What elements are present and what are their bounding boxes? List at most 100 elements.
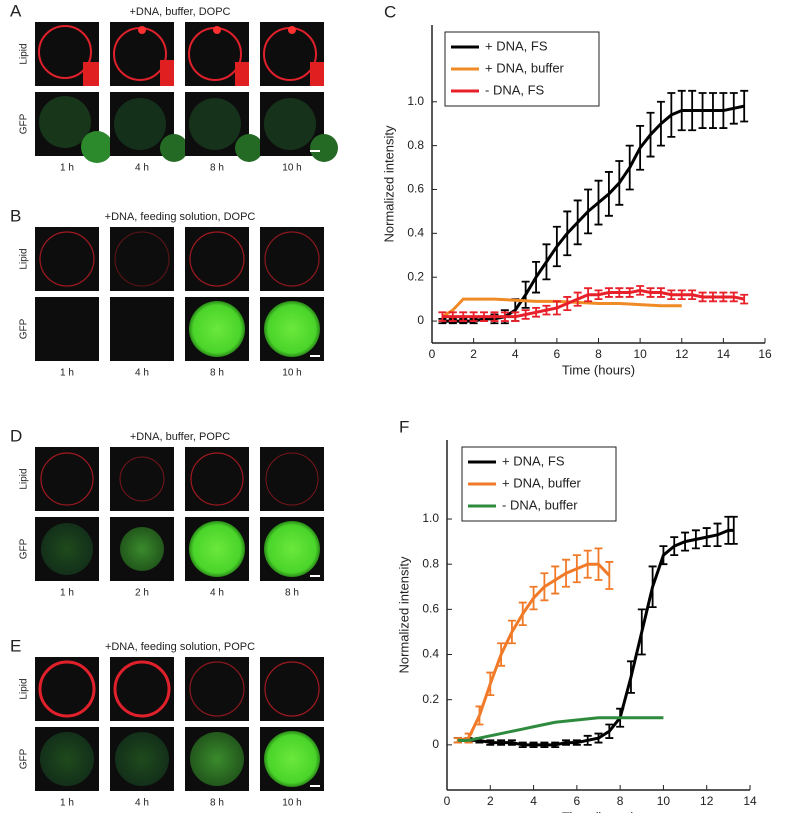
error-bar	[518, 601, 527, 627]
x-tick-label: 4	[530, 794, 537, 808]
time-label: 4 h	[135, 368, 149, 379]
error-bar	[529, 741, 538, 748]
micrograph	[35, 92, 113, 163]
row-label: Lipid	[19, 678, 30, 699]
micrograph	[35, 517, 99, 581]
error-bar	[583, 549, 592, 579]
error-bar	[594, 732, 603, 744]
micrograph	[35, 22, 99, 86]
panel-title: +DNA, feeding solution, DOPC	[105, 211, 256, 223]
micrograph	[110, 92, 188, 162]
micrograph	[260, 727, 324, 791]
error-bar	[459, 311, 468, 322]
error-bar	[659, 545, 668, 566]
time-label: 8 h	[210, 368, 224, 379]
error-bar	[540, 741, 549, 748]
error-bar	[702, 527, 711, 548]
error-bar	[480, 311, 489, 322]
error-bar	[453, 737, 462, 744]
micrograph	[260, 447, 324, 511]
micrograph	[185, 22, 249, 86]
x-tick-label: 10	[633, 347, 647, 361]
error-bar	[507, 619, 516, 645]
error-bar	[563, 210, 572, 257]
micrograph	[185, 227, 249, 291]
error-bar	[691, 529, 700, 550]
error-bar	[573, 199, 582, 246]
x-tick-label: 16	[758, 347, 772, 361]
error-bar	[563, 296, 572, 312]
error-bar	[542, 304, 551, 316]
y-tick-label: 0.6	[407, 182, 424, 196]
micrograph	[35, 297, 99, 361]
row-label: GFP	[19, 113, 30, 134]
micrograph	[185, 297, 249, 361]
error-bar	[604, 287, 613, 298]
time-label: 1 h	[60, 368, 74, 379]
time-label: 8 h	[210, 798, 224, 809]
row-label: Lipid	[19, 43, 30, 64]
time-label: 1 h	[60, 163, 74, 174]
x-tick-label: 2	[470, 347, 477, 361]
error-bar	[681, 531, 690, 552]
panel-letter: B	[10, 206, 21, 225]
error-bar	[625, 287, 634, 298]
error-bar	[698, 92, 707, 129]
error-bar	[500, 311, 509, 322]
error-bar	[551, 741, 560, 748]
error-bar	[507, 739, 516, 746]
error-bar	[667, 92, 676, 138]
error-bar	[708, 291, 717, 303]
legend-label: + DNA, buffer	[502, 475, 582, 490]
error-bar	[656, 100, 665, 147]
x-tick-label: 8	[595, 347, 602, 361]
error-bar	[637, 608, 646, 656]
error-bar	[677, 89, 686, 132]
error-bar	[740, 293, 749, 305]
micrograph	[110, 447, 174, 511]
x-tick-label: 14	[717, 347, 731, 361]
time-label: 2 h	[135, 588, 149, 599]
error-bar	[615, 160, 624, 206]
error-bar	[572, 739, 581, 746]
x-tick-label: 0	[429, 347, 436, 361]
row-label: Lipid	[19, 468, 30, 489]
micrograph	[110, 657, 174, 721]
time-label: 4 h	[135, 163, 149, 174]
micrograph	[260, 297, 324, 361]
x-axis-label: Time (hours)	[562, 809, 635, 813]
row-label: Lipid	[19, 248, 30, 269]
panel-letter: D	[10, 426, 22, 445]
error-bar	[521, 280, 530, 309]
error-bar	[497, 739, 506, 746]
error-bar	[583, 734, 592, 746]
micrograph	[185, 447, 249, 511]
y-tick-label: 0.2	[422, 692, 439, 706]
error-bar	[594, 547, 603, 581]
series-line	[442, 288, 745, 319]
error-bar	[648, 565, 657, 608]
error-bar	[594, 179, 603, 226]
error-bar	[698, 291, 707, 303]
x-tick-label: 8	[617, 794, 624, 808]
micrograph	[260, 657, 324, 721]
time-label: 10 h	[282, 163, 301, 174]
error-bar	[604, 171, 613, 217]
time-label: 4 h	[210, 588, 224, 599]
error-bar	[490, 311, 499, 322]
x-tick-label: 0	[444, 794, 451, 808]
error-bar	[646, 111, 655, 158]
error-bar	[636, 124, 645, 171]
panel-title: +DNA, buffer, POPC	[130, 431, 230, 443]
panel-letter: E	[10, 636, 21, 655]
time-label: 10 h	[282, 798, 301, 809]
error-bar	[719, 291, 728, 303]
error-bar	[584, 287, 593, 303]
error-bar	[532, 260, 541, 294]
error-bar	[677, 289, 686, 301]
panel-title: +DNA, feeding solution, POPC	[105, 641, 255, 653]
panel-letter: C	[384, 2, 396, 21]
micrograph	[35, 727, 99, 791]
micrograph	[260, 227, 324, 291]
